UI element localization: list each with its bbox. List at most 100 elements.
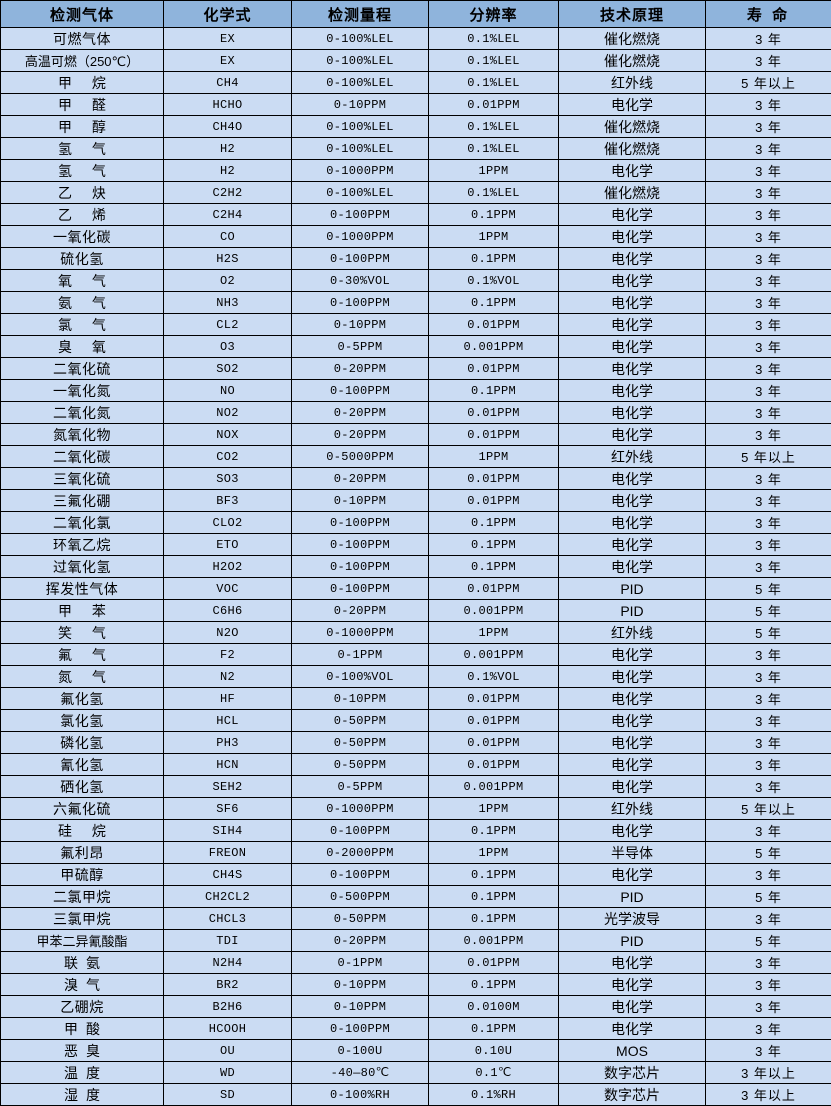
cell-tech: 数字芯片: [559, 1062, 706, 1084]
cell-tech: 电化学: [559, 204, 706, 226]
cell-range: 0-50PPM: [292, 732, 429, 754]
cell-tech: 电化学: [559, 226, 706, 248]
cell-gas: 甲 醇: [1, 116, 164, 138]
cell-gas: 氧 气: [1, 270, 164, 292]
cell-resolution: 0.01PPM: [429, 732, 559, 754]
cell-tech: 催化燃烧: [559, 138, 706, 160]
cell-life: 3 年: [706, 314, 831, 336]
cell-tech: PID: [559, 886, 706, 908]
cell-range: 0-1000PPM: [292, 226, 429, 248]
cell-resolution: 0.01PPM: [429, 424, 559, 446]
cell-tech: 催化燃烧: [559, 182, 706, 204]
cell-resolution: 0.1%LEL: [429, 116, 559, 138]
cell-formula: FREON: [164, 842, 292, 864]
cell-gas: 二氧化氮: [1, 402, 164, 424]
cell-tech: 电化学: [559, 292, 706, 314]
cell-formula: O3: [164, 336, 292, 358]
column-header-range: 检测量程: [292, 1, 429, 28]
cell-range: 0-20PPM: [292, 424, 429, 446]
cell-formula: SEH2: [164, 776, 292, 798]
cell-life: 5 年: [706, 930, 831, 952]
cell-resolution: 1PPM: [429, 842, 559, 864]
cell-gas: 氟利昂: [1, 842, 164, 864]
cell-tech: 数字芯片: [559, 1084, 706, 1106]
cell-resolution: 0.01PPM: [429, 754, 559, 776]
column-header-life: 寿 命: [706, 1, 831, 28]
cell-gas: 湿度: [1, 1084, 164, 1106]
cell-gas: 甲 烷: [1, 72, 164, 94]
cell-gas: 二氯甲烷: [1, 886, 164, 908]
column-header-tech: 技术原理: [559, 1, 706, 28]
column-header-gas: 检测气体: [1, 1, 164, 28]
cell-resolution: 0.1%LEL: [429, 138, 559, 160]
cell-resolution: 0.1PPM: [429, 820, 559, 842]
cell-range: 0-100PPM: [292, 578, 429, 600]
cell-life: 3 年: [706, 666, 831, 688]
cell-resolution: 0.1PPM: [429, 556, 559, 578]
cell-range: 0-1PPM: [292, 644, 429, 666]
cell-tech: 电化学: [559, 160, 706, 182]
cell-range: 0-5PPM: [292, 336, 429, 358]
cell-tech: 电化学: [559, 776, 706, 798]
cell-life: 3 年: [706, 182, 831, 204]
cell-range: 0-100%LEL: [292, 28, 429, 50]
cell-gas: 氯 气: [1, 314, 164, 336]
cell-resolution: 0.1PPM: [429, 974, 559, 996]
cell-gas: 恶臭: [1, 1040, 164, 1062]
cell-gas: 氟化氢: [1, 688, 164, 710]
cell-tech: 电化学: [559, 402, 706, 424]
cell-tech: 电化学: [559, 1018, 706, 1040]
cell-tech: 电化学: [559, 270, 706, 292]
cell-formula: C2H2: [164, 182, 292, 204]
cell-range: 0-100PPM: [292, 380, 429, 402]
cell-resolution: 0.1℃: [429, 1062, 559, 1084]
cell-formula: N2: [164, 666, 292, 688]
cell-gas: 温度: [1, 1062, 164, 1084]
cell-tech: 催化燃烧: [559, 116, 706, 138]
cell-tech: 电化学: [559, 358, 706, 380]
cell-tech: MOS: [559, 1040, 706, 1062]
cell-life: 3 年: [706, 270, 831, 292]
cell-resolution: 0.01PPM: [429, 94, 559, 116]
cell-resolution: 0.01PPM: [429, 402, 559, 424]
cell-resolution: 1PPM: [429, 446, 559, 468]
cell-gas: 磷化氢: [1, 732, 164, 754]
cell-resolution: 0.1PPM: [429, 864, 559, 886]
cell-life: 3 年: [706, 644, 831, 666]
cell-tech: 光学波导: [559, 908, 706, 930]
cell-tech: 电化学: [559, 688, 706, 710]
cell-resolution: 0.1%LEL: [429, 50, 559, 72]
cell-tech: 电化学: [559, 424, 706, 446]
cell-formula: F2: [164, 644, 292, 666]
cell-tech: 电化学: [559, 490, 706, 512]
cell-range: 0-20PPM: [292, 930, 429, 952]
header-row: 检测气体 化学式 检测量程 分辨率 技术原理 寿 命: [1, 1, 831, 28]
cell-resolution: 0.1%LEL: [429, 72, 559, 94]
cell-life: 5 年: [706, 842, 831, 864]
cell-gas: 甲苯二异氰酸酯: [1, 930, 164, 952]
cell-formula: NO2: [164, 402, 292, 424]
cell-tech: 电化学: [559, 644, 706, 666]
cell-tech: 电化学: [559, 666, 706, 688]
cell-tech: 红外线: [559, 446, 706, 468]
cell-formula: SIH4: [164, 820, 292, 842]
cell-formula: SF6: [164, 798, 292, 820]
cell-formula: NO: [164, 380, 292, 402]
cell-range: 0-10PPM: [292, 688, 429, 710]
cell-range: 0-100PPM: [292, 864, 429, 886]
cell-life: 3 年: [706, 248, 831, 270]
cell-resolution: 1PPM: [429, 798, 559, 820]
cell-gas: 乙硼烷: [1, 996, 164, 1018]
cell-formula: EX: [164, 50, 292, 72]
cell-gas: 一氧化碳: [1, 226, 164, 248]
